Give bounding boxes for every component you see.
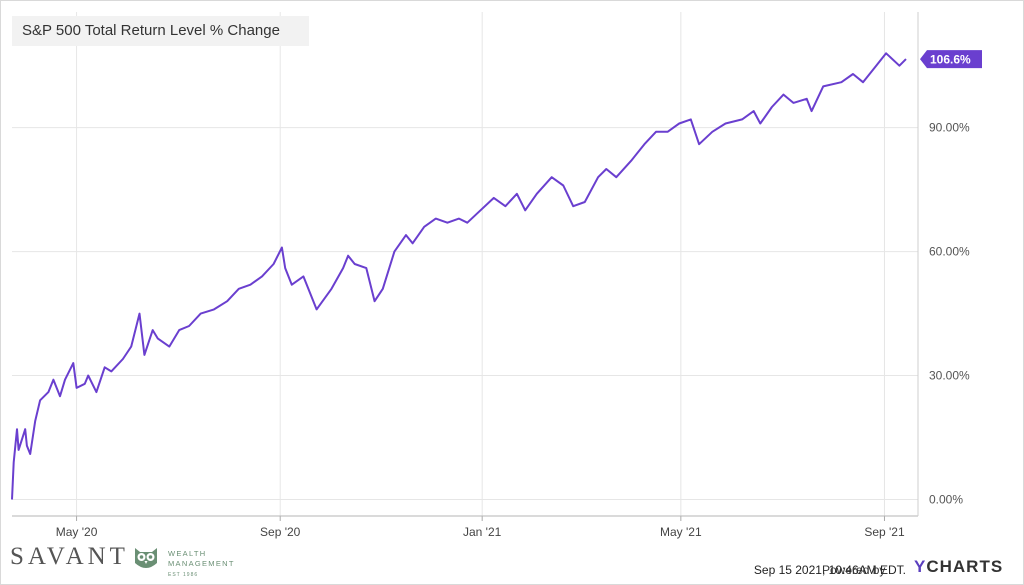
- series-layer: [11, 52, 907, 500]
- ycharts-rest: CHARTS: [926, 557, 1004, 576]
- y-tick-label: 90.00%: [929, 121, 970, 135]
- y-tick-label: 60.00%: [929, 245, 970, 259]
- end-label-background: [920, 50, 982, 69]
- y-tick-label: 30.00%: [929, 369, 970, 383]
- wealth-management-text: WEALTH MANAGEMENT: [168, 549, 235, 569]
- x-tick-label: Jan '21: [463, 525, 502, 539]
- chart-title-box: S&P 500 Total Return Level % Change: [12, 16, 309, 46]
- powered-by-text: Powered by: [822, 563, 886, 577]
- x-tick-label: Sep '20: [260, 525, 301, 539]
- logo-line2: MANAGEMENT: [168, 559, 235, 568]
- footer-powered-by: Powered by: [822, 563, 885, 577]
- x-tick-label: May '21: [660, 525, 702, 539]
- end-label-text: 106.6%: [930, 53, 971, 67]
- x-tick-label: Sep '21: [864, 525, 905, 539]
- footer-timestamp: Sep 15 2021, 10:46AM EDT.: [753, 563, 906, 577]
- end-value-label: 106.6%: [920, 50, 982, 69]
- y-tick-label: 0.00%: [929, 492, 963, 506]
- series-line: [11, 52, 907, 500]
- logo-line1: WEALTH: [168, 549, 207, 558]
- savant-logo-text: SAVANT: [10, 543, 129, 570]
- tick-labels: 0.00% 30.00% 60.00% 90.00% May '20 Sep '20 Jan…: [56, 121, 970, 539]
- owl-icon: [135, 548, 157, 568]
- grid-lines: [12, 12, 918, 516]
- ycharts-logo[interactable]: YCHARTS: [914, 557, 1003, 577]
- x-tick-label: May '20: [56, 525, 98, 539]
- logo-established: EST 1986: [168, 572, 199, 578]
- chart-title: S&P 500 Total Return Level % Change: [22, 22, 280, 39]
- axes: [12, 12, 919, 521]
- ycharts-y: Y: [914, 557, 927, 576]
